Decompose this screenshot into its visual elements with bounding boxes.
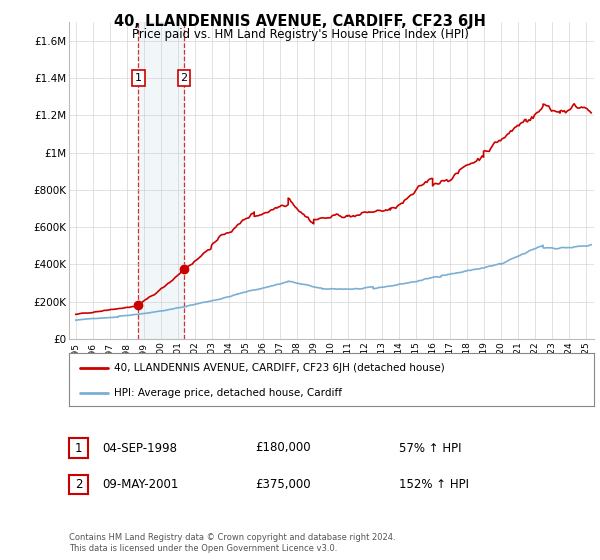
Text: 1: 1 [75, 441, 82, 455]
Text: Contains HM Land Registry data © Crown copyright and database right 2024.
This d: Contains HM Land Registry data © Crown c… [69, 533, 395, 553]
Bar [139, 22, 184, 339]
Text: £180,000: £180,000 [255, 441, 311, 455]
Text: 57% ↑ HPI: 57% ↑ HPI [399, 441, 461, 455]
Text: 2: 2 [180, 73, 187, 83]
Text: 2: 2 [75, 478, 82, 491]
Text: 09-MAY-2001: 09-MAY-2001 [102, 478, 178, 491]
Text: 1: 1 [135, 73, 142, 83]
Text: 40, LLANDENNIS AVENUE, CARDIFF, CF23 6JH (detached house): 40, LLANDENNIS AVENUE, CARDIFF, CF23 6JH… [113, 363, 445, 373]
Text: £375,000: £375,000 [255, 478, 311, 491]
Text: Price paid vs. HM Land Registry's House Price Index (HPI): Price paid vs. HM Land Registry's House … [131, 28, 469, 41]
Text: 04-SEP-1998: 04-SEP-1998 [102, 441, 177, 455]
Text: 40, LLANDENNIS AVENUE, CARDIFF, CF23 6JH: 40, LLANDENNIS AVENUE, CARDIFF, CF23 6JH [114, 14, 486, 29]
Text: 152% ↑ HPI: 152% ↑ HPI [399, 478, 469, 491]
Text: HPI: Average price, detached house, Cardiff: HPI: Average price, detached house, Card… [113, 388, 341, 398]
